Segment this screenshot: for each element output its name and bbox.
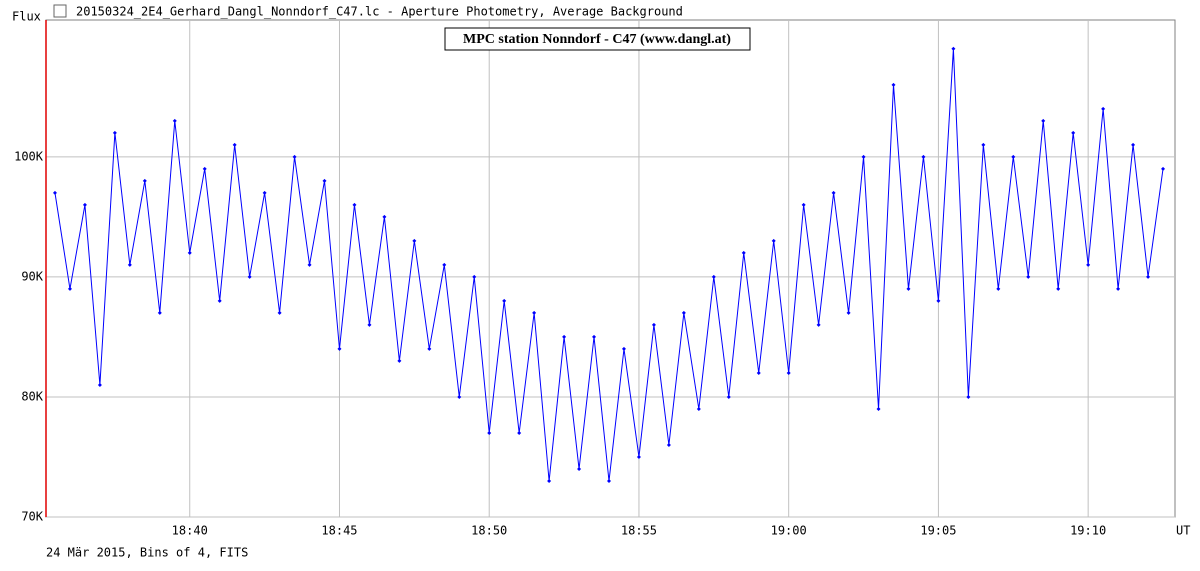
window-title: 20150324_2E4_Gerhard_Dangl_Nonndorf_C47.… <box>76 5 683 19</box>
data-point <box>442 262 447 267</box>
data-point <box>696 406 701 411</box>
data-point <box>352 202 357 207</box>
data-point <box>1041 118 1046 123</box>
data-point <box>1116 286 1121 291</box>
data-point <box>562 334 567 339</box>
data-point <box>142 178 147 183</box>
data-point <box>382 214 387 219</box>
data-point <box>82 202 87 207</box>
window-icon <box>53 4 67 18</box>
data-point <box>711 274 716 279</box>
data-point <box>1026 274 1031 279</box>
data-point <box>861 154 866 159</box>
data-point <box>67 286 72 291</box>
y-tick-label: 80K <box>21 389 43 403</box>
data-point <box>906 286 911 291</box>
chart-title: MPC station Nonndorf - C47 (www.dangl.at… <box>463 32 731 47</box>
data-point <box>472 274 477 279</box>
data-point <box>412 238 417 243</box>
data-point <box>127 262 132 267</box>
data-point <box>666 442 671 447</box>
data-point <box>532 310 537 315</box>
data-point <box>172 118 177 123</box>
data-point <box>367 322 372 327</box>
x-tick-label: 19:00 <box>771 524 807 538</box>
x-tick-label: 18:45 <box>321 524 357 538</box>
data-point <box>502 298 507 303</box>
data-point <box>1011 154 1016 159</box>
data-point <box>1071 130 1076 135</box>
data-point <box>577 466 582 471</box>
data-point <box>232 142 237 147</box>
data-point <box>786 370 791 375</box>
data-point <box>547 478 552 483</box>
data-point <box>1101 106 1106 111</box>
data-point <box>741 250 746 255</box>
data-point <box>726 394 731 399</box>
x-tick-label: 19:10 <box>1070 524 1106 538</box>
x-axis-label: UT <box>1176 524 1190 538</box>
data-point <box>1086 262 1091 267</box>
data-point <box>592 334 597 339</box>
x-tick-label: 18:40 <box>172 524 208 538</box>
x-tick-label: 18:50 <box>471 524 507 538</box>
data-point <box>217 298 222 303</box>
data-point <box>157 310 162 315</box>
data-point <box>1056 286 1061 291</box>
data-point <box>52 190 57 195</box>
data-point <box>651 322 656 327</box>
data-point <box>816 322 821 327</box>
data-point <box>397 358 402 363</box>
title-box <box>444 27 751 51</box>
y-tick-label: 100K <box>14 149 44 163</box>
data-point <box>801 202 806 207</box>
data-point <box>756 370 761 375</box>
data-point <box>337 346 342 351</box>
data-point <box>951 46 956 51</box>
y-tick-label: 70K <box>21 510 43 524</box>
data-point <box>277 310 282 315</box>
data-point <box>1161 166 1166 171</box>
data-point <box>1131 142 1136 147</box>
data-point <box>771 238 776 243</box>
y-tick-label: 90K <box>21 269 43 283</box>
data-point <box>292 154 297 159</box>
data-point <box>517 430 522 435</box>
data-point <box>846 310 851 315</box>
data-point <box>981 142 986 147</box>
data-point <box>636 454 641 459</box>
data-point <box>921 154 926 159</box>
x-tick-label: 18:55 <box>621 524 657 538</box>
footnote: 24 Mär 2015, Bins of 4, FITS <box>46 546 248 560</box>
data-point <box>621 346 626 351</box>
data-point <box>97 382 102 387</box>
data-point <box>247 274 252 279</box>
data-point <box>831 190 836 195</box>
data-point <box>681 310 686 315</box>
data-point <box>427 346 432 351</box>
data-point <box>966 394 971 399</box>
data-point <box>262 190 267 195</box>
y-axis-label: Flux <box>12 10 41 24</box>
data-point <box>112 130 117 135</box>
data-point <box>607 478 612 483</box>
data-point <box>891 82 896 87</box>
data-point <box>457 394 462 399</box>
data-point <box>187 250 192 255</box>
data-point <box>996 286 1001 291</box>
data-point <box>876 406 881 411</box>
data-point <box>202 166 207 171</box>
data-point <box>1146 274 1151 279</box>
data-point <box>487 430 492 435</box>
data-point <box>322 178 327 183</box>
x-tick-label: 19:05 <box>920 524 956 538</box>
plot-area <box>45 19 1176 518</box>
data-point <box>307 262 312 267</box>
data-point <box>936 298 941 303</box>
